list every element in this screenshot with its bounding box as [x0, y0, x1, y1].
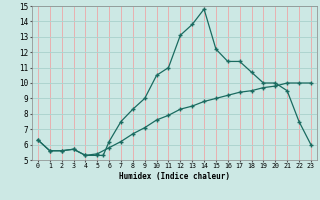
- X-axis label: Humidex (Indice chaleur): Humidex (Indice chaleur): [119, 172, 230, 181]
